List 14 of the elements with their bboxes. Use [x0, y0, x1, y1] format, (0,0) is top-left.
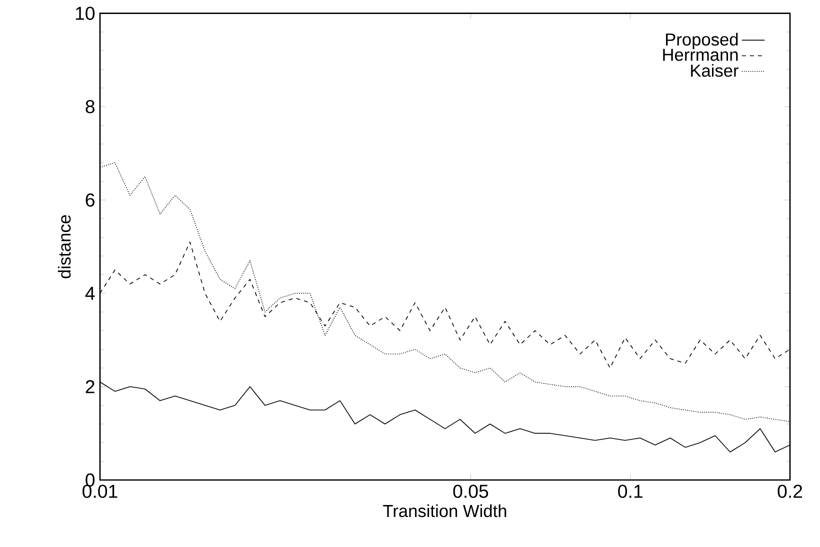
y-tick-label: 6 — [86, 193, 94, 207]
legend-label: Proposed — [666, 32, 738, 50]
legend-label: Kaiser — [691, 64, 738, 77]
x-axis-title: Transition Width — [383, 504, 506, 518]
y-tick-label: 8 — [86, 100, 94, 114]
x-tick-label: 0.01 — [82, 484, 118, 498]
x-tick-label: 0.05 — [453, 484, 488, 498]
legend-label: Herrmann — [663, 48, 738, 61]
y-tick-label: 4 — [85, 286, 95, 300]
y-axis-title: distance — [58, 215, 71, 278]
y-tick-label: 2 — [86, 380, 94, 394]
x-tick-label: 0.2 — [778, 484, 802, 498]
y-tick-label: 10 — [76, 6, 95, 20]
x-tick-label: 0.1 — [618, 484, 642, 498]
